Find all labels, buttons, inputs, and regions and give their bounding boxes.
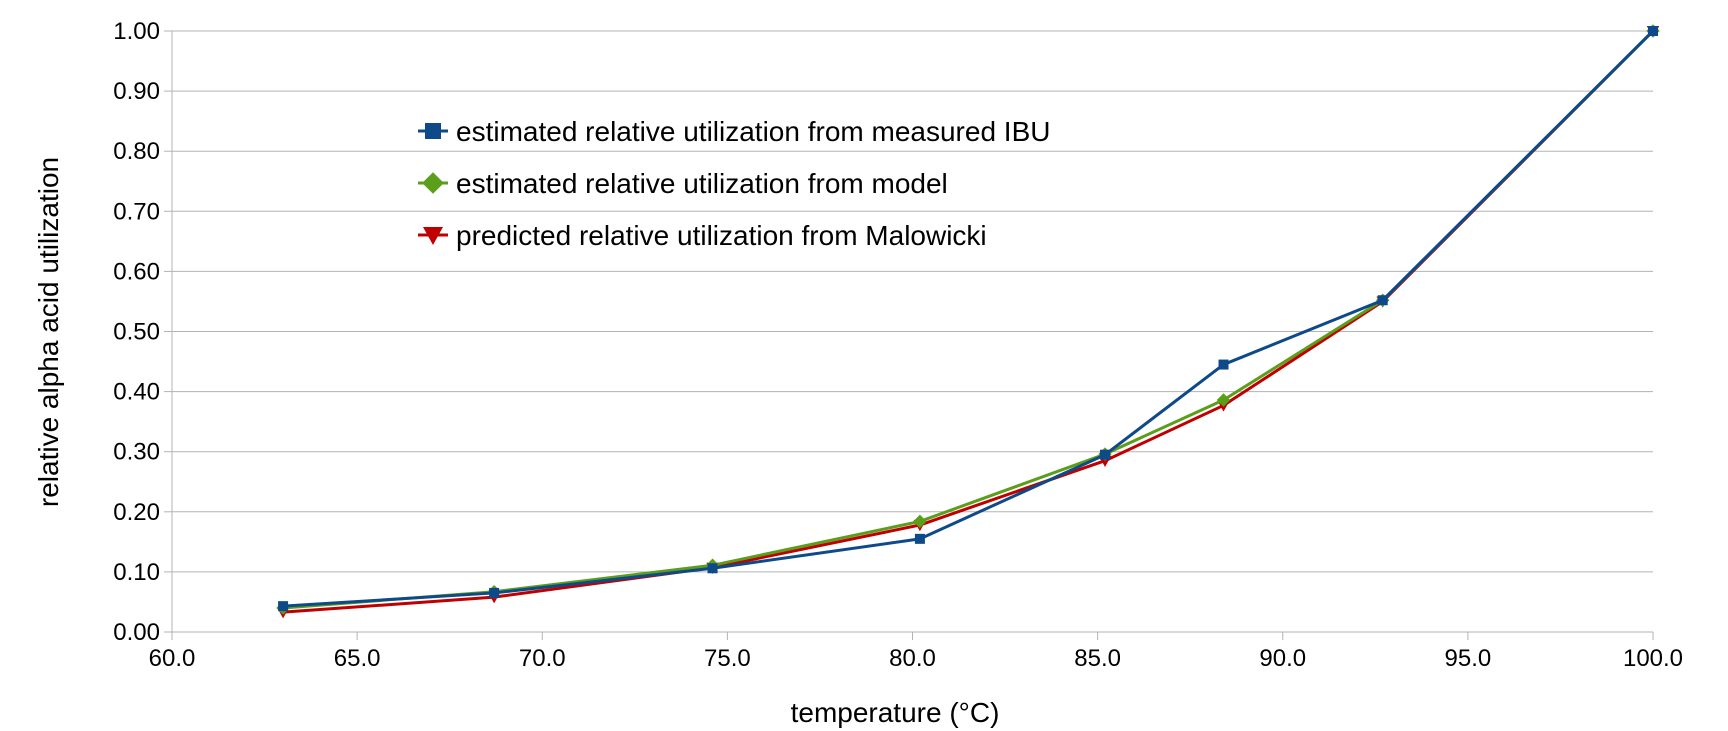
legend-label: predicted relative utilization from Malo… [456, 220, 987, 251]
y-tick-label: 0.30 [113, 439, 160, 466]
x-tick-label: 65.0 [334, 645, 381, 672]
y-tick-label: 1.00 [113, 18, 160, 45]
y-tick-label: 0.50 [113, 319, 160, 346]
data-point [1648, 26, 1658, 36]
x-axis-title: temperature (°C) [791, 697, 1000, 728]
y-tick-label: 0.20 [113, 499, 160, 526]
data-point [913, 514, 927, 529]
y-tick-label: 0.70 [113, 198, 160, 225]
y-tick-label: 0.80 [113, 138, 160, 165]
x-tick-label: 60.0 [149, 645, 196, 672]
legend-marker [422, 172, 444, 194]
data-point [489, 587, 500, 598]
series-2 [276, 24, 1660, 615]
y-tick-label: 0.10 [113, 559, 160, 586]
x-tick-label: 80.0 [889, 645, 936, 672]
legend-label: estimated relative utilization from meas… [456, 116, 1050, 147]
x-tick-label: 75.0 [704, 645, 751, 672]
series-1 [278, 26, 1658, 612]
legend-label: estimated relative utilization from mode… [456, 168, 948, 199]
legend-item-3: predicted relative utilization from Malo… [418, 220, 987, 251]
data-point [707, 563, 718, 574]
legend-marker [423, 227, 443, 245]
legend-marker [425, 123, 441, 139]
y-tick-label: 0.40 [113, 379, 160, 406]
y-axis-title: relative alpha acid utilization [33, 157, 64, 507]
legend-item-1: estimated relative utilization from meas… [418, 116, 1050, 147]
series-group [276, 24, 1660, 619]
legend: estimated relative utilization from meas… [418, 116, 1050, 251]
data-point [1216, 393, 1231, 407]
x-tick-label: 85.0 [1074, 645, 1121, 672]
series-3 [276, 26, 1660, 619]
data-point [1218, 359, 1229, 370]
x-tick-label: 100.0 [1623, 645, 1683, 672]
data-point [1377, 295, 1388, 306]
x-tick-label: 70.0 [519, 645, 566, 672]
y-tick-label: 0.90 [113, 78, 160, 105]
data-point [914, 533, 925, 544]
y-tick-label: 0.60 [113, 258, 160, 285]
data-point [278, 601, 289, 612]
series-line-1 [282, 29, 1655, 608]
data-point [1100, 449, 1111, 460]
x-tick-label: 95.0 [1445, 645, 1492, 672]
series-line-3 [282, 29, 1655, 614]
x-tick-label: 90.0 [1259, 645, 1306, 672]
y-tick-label: 0.00 [113, 619, 160, 646]
x-axis-ticks: 60.0 65.0 70.0 75.0 80.0 85.0 90.0 95.0 100.0 [149, 632, 1683, 672]
y-axis-ticks: 0.00 0.10 0.20 0.30 0.40 0.50 0.60 0.70 0.80 0.90… [113, 18, 172, 646]
legend-item-2: estimated relative utilization from mode… [418, 168, 948, 199]
